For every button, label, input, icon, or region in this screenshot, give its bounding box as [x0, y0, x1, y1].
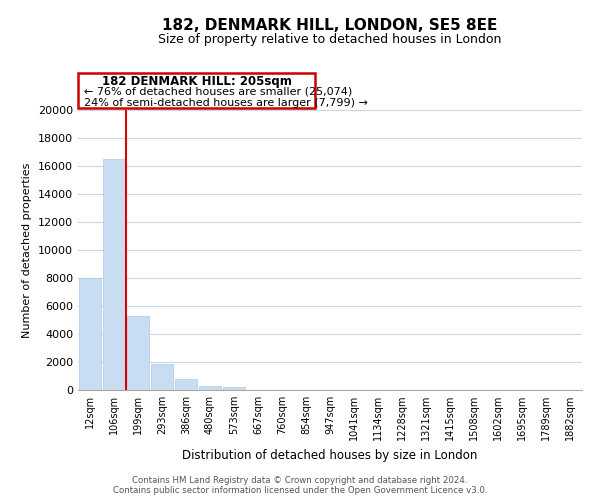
X-axis label: Distribution of detached houses by size in London: Distribution of detached houses by size …	[182, 448, 478, 462]
Text: 182, DENMARK HILL, LONDON, SE5 8EE: 182, DENMARK HILL, LONDON, SE5 8EE	[163, 18, 497, 32]
Text: Size of property relative to detached houses in London: Size of property relative to detached ho…	[158, 32, 502, 46]
Y-axis label: Number of detached properties: Number of detached properties	[22, 162, 32, 338]
Bar	[199, 386, 221, 390]
Bar	[79, 278, 101, 390]
Bar	[127, 316, 149, 390]
Text: Contains HM Land Registry data © Crown copyright and database right 2024.: Contains HM Land Registry data © Crown c…	[132, 476, 468, 485]
Text: 182 DENMARK HILL: 205sqm: 182 DENMARK HILL: 205sqm	[101, 75, 292, 88]
Bar	[103, 159, 125, 390]
Bar	[151, 364, 173, 390]
Bar	[223, 387, 245, 390]
Text: Contains public sector information licensed under the Open Government Licence v3: Contains public sector information licen…	[113, 486, 487, 495]
Text: 24% of semi-detached houses are larger (7,799) →: 24% of semi-detached houses are larger (…	[84, 98, 368, 108]
Text: ← 76% of detached houses are smaller (25,074): ← 76% of detached houses are smaller (25…	[84, 86, 352, 97]
Bar	[175, 379, 197, 390]
